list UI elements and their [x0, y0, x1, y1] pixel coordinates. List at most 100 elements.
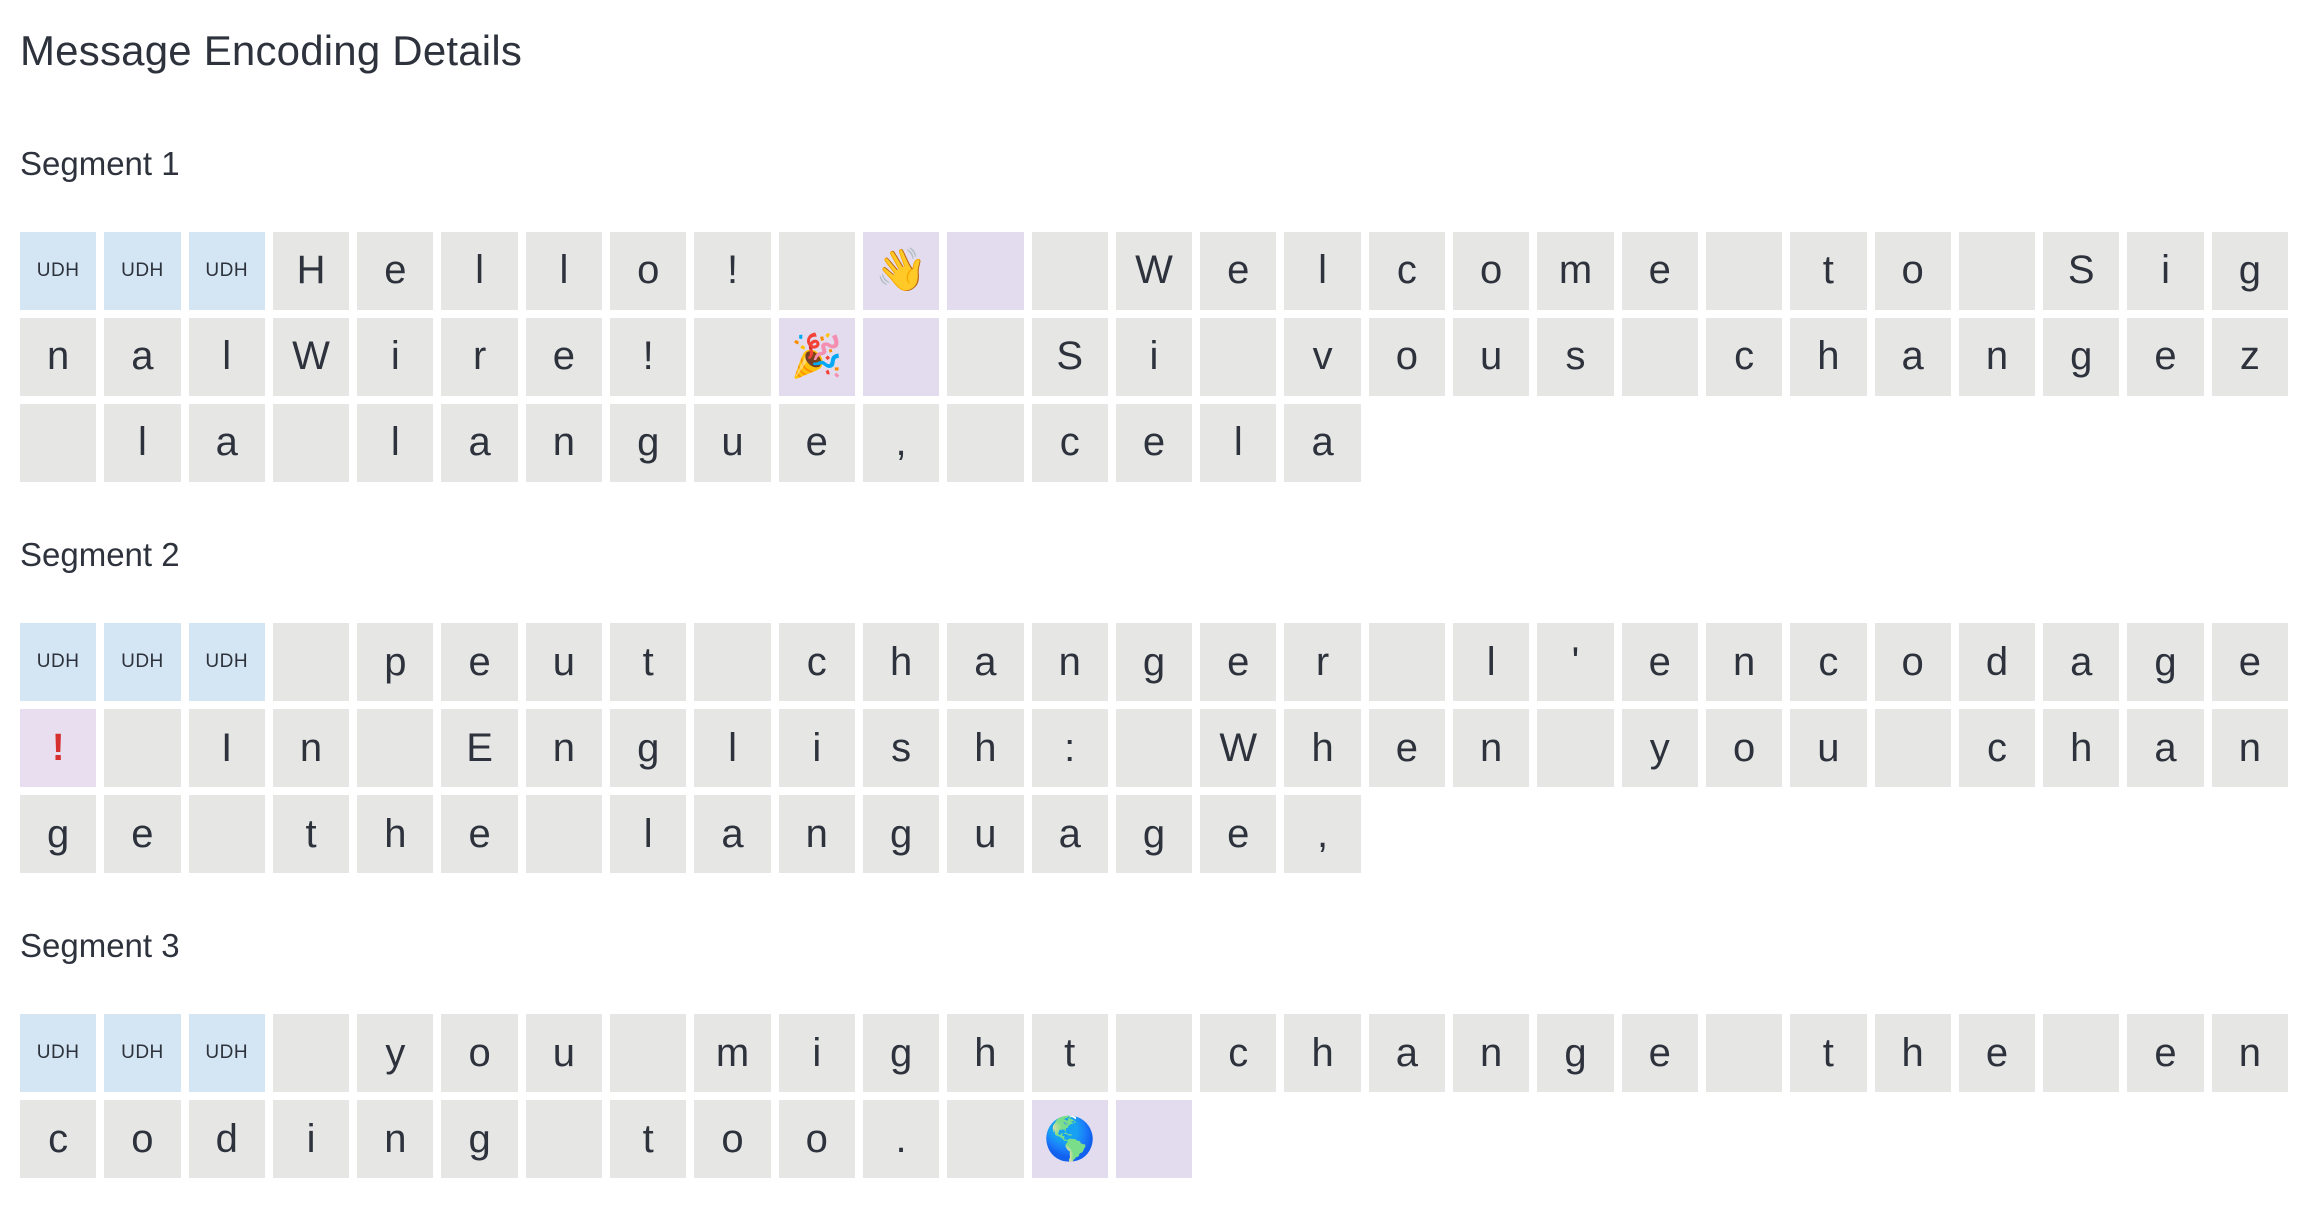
- char-cell: n: [2211, 709, 2288, 788]
- char-cell: n: [1958, 317, 2036, 396]
- char-cell: [947, 403, 1024, 482]
- char-cell: [104, 709, 181, 788]
- char-cell: [2043, 1014, 2120, 1093]
- char-cell: a: [694, 795, 771, 874]
- char-cell: t: [610, 623, 687, 702]
- char-cell: e: [1368, 709, 1446, 788]
- char-cell: u: [525, 623, 603, 702]
- char-cell: o: [1705, 709, 1783, 788]
- char-cell: [694, 623, 771, 702]
- segment-2-heading: Segment 2: [20, 535, 180, 573]
- char-cell: t: [1790, 231, 1867, 310]
- char-cell: a: [947, 623, 1024, 702]
- char-cell: g: [20, 795, 97, 874]
- char-cell: [357, 709, 434, 788]
- char-cell: W: [1200, 709, 1277, 788]
- char-cell: l: [1200, 403, 1277, 482]
- char-cell: g: [1537, 1014, 1614, 1093]
- char-cell: e: [1115, 403, 1193, 482]
- char-cell: e: [1200, 623, 1277, 702]
- char-cell: e: [2127, 317, 2204, 396]
- char-cell: g: [862, 1014, 940, 1093]
- char-cell: n: [1705, 623, 1783, 702]
- char-cell: a: [2127, 709, 2204, 788]
- char-cell: e: [1621, 231, 1698, 310]
- char-cell: H: [272, 231, 350, 310]
- char-cell: n: [525, 709, 603, 788]
- emoji-continuation-cell: [862, 317, 940, 396]
- char-cell: c: [1368, 231, 1446, 310]
- char-cell: o: [441, 1014, 518, 1093]
- char-cell: a: [1874, 317, 1951, 396]
- char-cell: i: [2127, 231, 2204, 310]
- char-cell: n: [357, 1100, 434, 1179]
- char-cell: [188, 795, 265, 874]
- emoji-cell: 🎉: [778, 317, 855, 396]
- char-cell: [1705, 1014, 1783, 1093]
- char-cell: e: [1958, 1014, 2036, 1093]
- char-cell: o: [104, 1100, 181, 1179]
- char-cell: c: [1958, 709, 2036, 788]
- char-cell: [1368, 623, 1446, 702]
- char-cell: z: [2211, 317, 2288, 396]
- char-cell: c: [1790, 623, 1867, 702]
- char-cell: o: [1453, 231, 1530, 310]
- char-cell: l: [694, 709, 771, 788]
- char-cell: d: [188, 1100, 265, 1179]
- char-cell: n: [1453, 709, 1530, 788]
- char-cell: u: [947, 795, 1024, 874]
- char-cell: a: [441, 403, 518, 482]
- char-cell: E: [441, 709, 518, 788]
- char-cell: .: [862, 1100, 940, 1179]
- char-cell: g: [1115, 623, 1193, 702]
- char-cell: o: [694, 1100, 771, 1179]
- char-cell: l: [441, 231, 518, 310]
- char-cell: g: [1115, 795, 1193, 874]
- udh-cell: UDH: [188, 1014, 265, 1093]
- char-cell: c: [1031, 403, 1108, 482]
- char-cell: s: [862, 709, 940, 788]
- char-cell: [1200, 317, 1277, 396]
- char-cell: a: [1031, 795, 1108, 874]
- char-cell: S: [1031, 317, 1108, 396]
- char-cell: :: [1031, 709, 1108, 788]
- segment-1-heading: Segment 1: [20, 144, 180, 182]
- char-cell: g: [2043, 317, 2120, 396]
- char-cell: e: [1621, 623, 1698, 702]
- char-cell: d: [1958, 623, 2036, 702]
- char-cell: [947, 317, 1024, 396]
- char-cell: n: [2211, 1014, 2288, 1093]
- char-cell: l: [525, 231, 603, 310]
- char-cell: i: [778, 1014, 855, 1093]
- char-cell: a: [2043, 623, 2120, 702]
- emoji-continuation-cell: [947, 231, 1024, 310]
- char-cell: l: [1453, 623, 1530, 702]
- char-cell: [272, 1014, 350, 1093]
- char-cell: W: [272, 317, 350, 396]
- char-cell: e: [778, 403, 855, 482]
- char-cell: u: [1790, 709, 1867, 788]
- char-cell: [525, 1100, 603, 1179]
- char-cell: [20, 403, 97, 482]
- udh-cell: UDH: [20, 231, 97, 310]
- char-cell: [1621, 317, 1698, 396]
- char-cell: [1115, 1014, 1193, 1093]
- char-cell: c: [1200, 1014, 1277, 1093]
- udh-cell: UDH: [20, 1014, 97, 1093]
- char-cell: g: [610, 403, 687, 482]
- char-cell: r: [441, 317, 518, 396]
- char-cell: S: [2043, 231, 2120, 310]
- char-cell: [778, 231, 855, 310]
- char-cell: n: [1453, 1014, 1530, 1093]
- char-cell: g: [2211, 231, 2288, 310]
- char-cell: e: [1200, 231, 1277, 310]
- char-cell: i: [272, 1100, 350, 1179]
- char-cell: m: [694, 1014, 771, 1093]
- char-cell: [694, 317, 771, 396]
- char-cell: p: [357, 623, 434, 702]
- special-char-cell: !: [20, 709, 97, 788]
- emoji-continuation-cell: [1115, 1100, 1193, 1179]
